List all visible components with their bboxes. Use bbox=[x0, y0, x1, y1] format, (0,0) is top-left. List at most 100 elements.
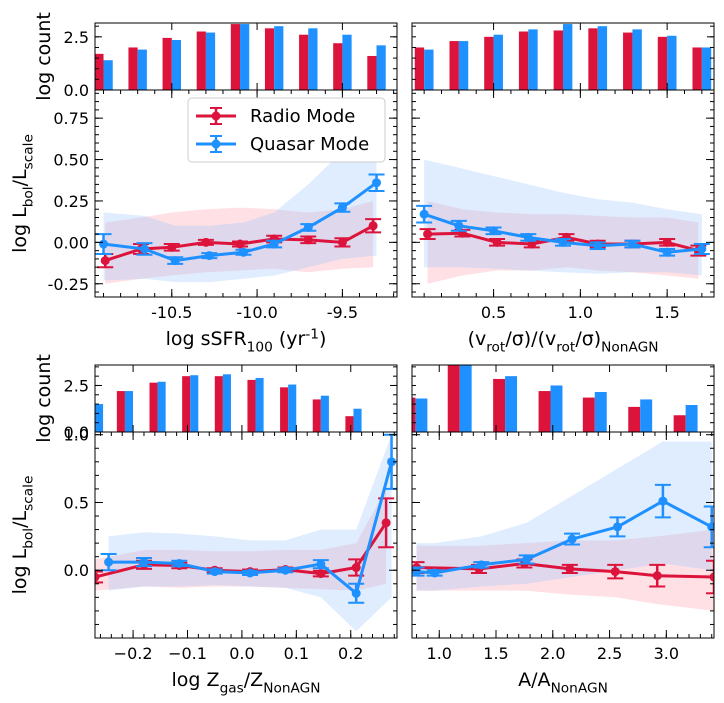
point-radio bbox=[235, 239, 245, 249]
hist-ytick-label: 0.0 bbox=[64, 81, 89, 100]
xlabel: log sSFR100 (yr-1) bbox=[166, 326, 327, 355]
xtick-label: 2.5 bbox=[597, 644, 622, 663]
hist-bar-radio bbox=[116, 391, 125, 432]
point-quasar bbox=[523, 232, 533, 242]
hist-bar-radio bbox=[717, 418, 724, 432]
hist-bar-quasar bbox=[563, 24, 573, 90]
panel-p2: 0.5 1.0 1.5(vrot/σ)/(vrot/σ)NonAGN bbox=[411, 22, 715, 356]
label-part: scale bbox=[21, 134, 37, 169]
point-quasar bbox=[210, 567, 220, 577]
label-part: NonAGN bbox=[601, 340, 658, 356]
hist-bar-quasar bbox=[415, 398, 428, 432]
hist-ytick-label: 0.0 bbox=[64, 423, 89, 442]
hist-bar-quasar bbox=[342, 34, 352, 90]
label-part: (v bbox=[468, 328, 487, 350]
point-radio bbox=[95, 572, 100, 582]
hist-bar-quasar bbox=[493, 34, 503, 90]
hist-bar-radio bbox=[312, 399, 321, 432]
hist-ylabel: log count bbox=[33, 12, 55, 101]
hist-bars-p2 bbox=[414, 24, 712, 90]
hist-bar-quasar bbox=[274, 26, 284, 90]
xtick-label: 2.0 bbox=[540, 644, 565, 663]
hist-ylabel: log count bbox=[33, 354, 55, 443]
point-quasar bbox=[558, 237, 568, 247]
point-quasar bbox=[104, 557, 114, 567]
hist-bar-quasar bbox=[667, 35, 677, 90]
point-quasar bbox=[454, 221, 464, 231]
xtick-label: 0.5 bbox=[481, 303, 506, 322]
hist-bar-radio bbox=[214, 376, 223, 432]
hist-bar-quasar bbox=[458, 41, 469, 90]
xlabel: A/ANonAGN bbox=[518, 669, 608, 697]
hist-bars-p1 bbox=[95, 24, 386, 90]
xlabel: (vrot/σ)/(vrot/σ)NonAGN bbox=[468, 328, 659, 356]
hist-bar-radio bbox=[449, 41, 459, 90]
hist-bar-radio bbox=[493, 378, 506, 432]
main-plot-p3 bbox=[95, 433, 397, 632]
hist-bar-quasar bbox=[190, 375, 199, 432]
hist-bar-radio bbox=[333, 43, 343, 90]
main-frame bbox=[94, 431, 398, 639]
label-part: ) bbox=[319, 328, 326, 350]
point-quasar bbox=[337, 203, 347, 213]
hist-bar-radio bbox=[196, 31, 206, 90]
point-radio bbox=[527, 239, 537, 249]
point-radio bbox=[201, 237, 211, 247]
hist-bar-radio bbox=[264, 28, 275, 90]
xtick-label: 0.0 bbox=[229, 644, 254, 663]
point-radio bbox=[565, 564, 575, 574]
label-part: /L bbox=[9, 511, 31, 528]
hist-bar-quasar bbox=[288, 384, 297, 432]
band-quasar bbox=[108, 434, 392, 632]
xtick-label: 3.0 bbox=[654, 644, 679, 663]
hist-bar-radio bbox=[588, 28, 598, 90]
label-part: bol bbox=[21, 528, 37, 549]
hist-bar-radio bbox=[538, 391, 551, 432]
label-part: /σ)/(v bbox=[505, 328, 556, 350]
point-quasar bbox=[593, 241, 603, 251]
point-radio bbox=[492, 237, 502, 247]
point-quasar bbox=[238, 247, 248, 257]
hist-bar-quasar bbox=[685, 405, 698, 432]
legend-label-quasar: Quasar Mode bbox=[250, 134, 369, 155]
point-quasar bbox=[269, 239, 279, 249]
hist-bar-quasar bbox=[632, 29, 642, 90]
hist-bar-quasar bbox=[157, 381, 166, 432]
label-part: log sSFR bbox=[166, 328, 247, 350]
hist-bar-radio bbox=[657, 36, 668, 90]
xtick-label: 1.5 bbox=[483, 644, 508, 663]
label-part: -1 bbox=[305, 326, 319, 342]
hist-bar-quasar bbox=[255, 378, 264, 432]
hist-bar-quasar bbox=[376, 45, 386, 90]
hist-bar-quasar bbox=[528, 29, 538, 90]
hist-bar-quasar bbox=[550, 385, 563, 432]
legend-label-radio: Radio Mode bbox=[250, 106, 355, 127]
hist-ytick-label: 2.5 bbox=[64, 28, 89, 47]
hist-bar-radio bbox=[692, 47, 702, 90]
hist-bar-quasar bbox=[424, 49, 434, 90]
hist-bar-radio bbox=[280, 387, 289, 432]
label-part: bol bbox=[21, 186, 37, 207]
point-quasar bbox=[303, 222, 313, 232]
band-radio bbox=[416, 529, 714, 611]
panel-p1: 0.0 2.5 log count -0.25 0.00 0.25 0.50 0.75 -10.… bbox=[9, 12, 398, 356]
ytick-label: 0.75 bbox=[53, 109, 89, 128]
hist-bars-p3 bbox=[95, 374, 362, 432]
band-quasar bbox=[424, 159, 702, 276]
legend-marker bbox=[211, 139, 221, 149]
label-part: (yr bbox=[273, 328, 306, 350]
point-quasar bbox=[412, 567, 422, 577]
hist-bar-quasar bbox=[505, 376, 518, 432]
hist-bar-radio bbox=[345, 416, 354, 432]
xtick-label: -9.5 bbox=[327, 303, 358, 322]
main-plot-p1 bbox=[95, 126, 385, 284]
hist-bar-radio bbox=[182, 376, 191, 432]
point-quasar bbox=[522, 554, 532, 564]
panel-p4: 1.0 1.5 2.0 2.5 3.0 A/ANonAGN bbox=[411, 364, 724, 697]
xtick-label: 0.2 bbox=[338, 644, 363, 663]
hist-bar-quasar bbox=[240, 24, 250, 90]
hist-ytick-label: 2.5 bbox=[64, 376, 89, 395]
hist-bar-quasar bbox=[171, 40, 181, 90]
hist-bar-quasar bbox=[353, 408, 362, 432]
